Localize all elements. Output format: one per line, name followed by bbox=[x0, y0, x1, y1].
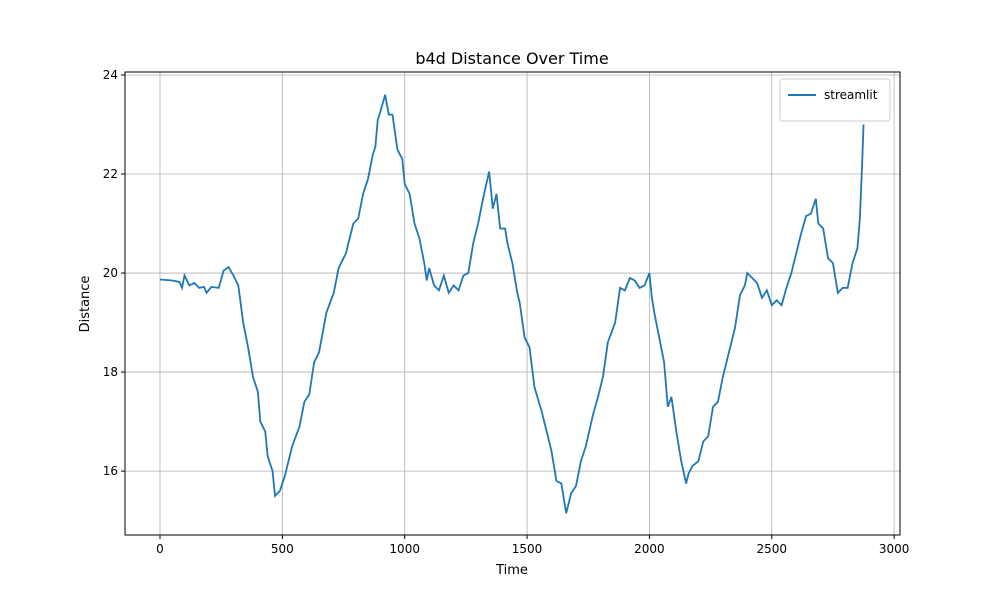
y-tick-label: 24 bbox=[103, 68, 118, 82]
x-tick-label: 1500 bbox=[512, 542, 543, 556]
x-tick-label: 0 bbox=[156, 542, 164, 556]
x-tick-label: 2500 bbox=[756, 542, 787, 556]
x-axis-label: Time bbox=[495, 563, 528, 578]
x-tick-label: 1000 bbox=[389, 542, 420, 556]
data-line bbox=[159, 94, 865, 514]
legend-label: streamlit bbox=[824, 88, 878, 102]
y-tick-label: 20 bbox=[103, 266, 118, 280]
x-tick-label: 500 bbox=[271, 542, 294, 556]
legend-box bbox=[779, 78, 891, 122]
y-tick-label: 22 bbox=[103, 167, 118, 181]
x-tick-label: 3000 bbox=[879, 542, 910, 556]
plot-frame bbox=[124, 71, 901, 536]
y-axis-label: Distance bbox=[78, 276, 93, 333]
x-tick-label: 2000 bbox=[634, 542, 665, 556]
y-tick-label: 16 bbox=[103, 464, 118, 478]
y-tick-label: 18 bbox=[103, 365, 118, 379]
chart-title: b4d Distance Over Time bbox=[415, 49, 608, 68]
